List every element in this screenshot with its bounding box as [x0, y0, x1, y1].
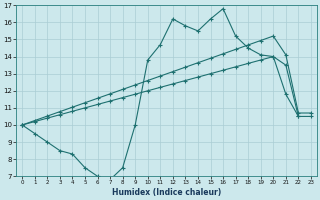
X-axis label: Humidex (Indice chaleur): Humidex (Indice chaleur) — [112, 188, 221, 197]
